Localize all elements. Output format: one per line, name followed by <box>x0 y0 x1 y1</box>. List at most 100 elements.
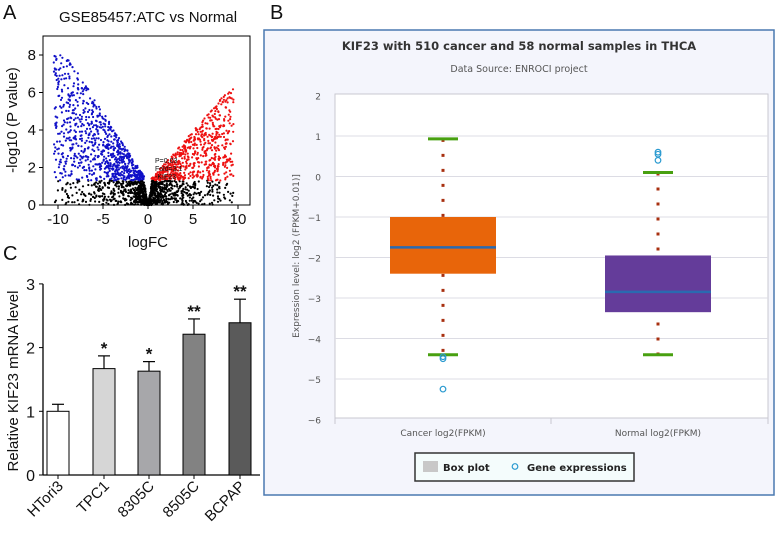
scatter-point <box>53 150 57 153</box>
scatter-point <box>196 146 199 150</box>
scatter-point <box>211 190 214 193</box>
scatter-point <box>62 65 65 69</box>
scatter-point <box>71 194 74 197</box>
scatter-point <box>181 152 184 155</box>
legend-swatch-box[interactable] <box>423 461 438 472</box>
scatter-point <box>221 132 224 136</box>
scatter-point <box>76 156 79 159</box>
scatter-point <box>76 166 79 169</box>
scatter-point <box>205 160 208 163</box>
scatter-point <box>210 201 214 204</box>
scatter-point <box>99 123 102 126</box>
scatter-point <box>98 114 101 117</box>
scatter-point <box>82 155 85 158</box>
scatter-point <box>158 194 161 197</box>
scatter-point <box>208 142 212 145</box>
scatter-point <box>75 178 78 181</box>
scatter-point <box>120 184 123 187</box>
scatter-point <box>113 158 117 161</box>
scatter-point <box>122 158 125 161</box>
scatter-point <box>182 187 185 190</box>
scatter-point <box>188 147 192 150</box>
scatter-point <box>97 137 100 140</box>
scatter-point <box>137 194 140 198</box>
scatter-point <box>138 188 141 191</box>
scatter-point <box>116 161 119 164</box>
scatter-point <box>104 125 107 128</box>
y-tick-label: 2 <box>28 160 36 177</box>
scatter-point <box>63 121 66 124</box>
scatter-point <box>98 108 101 111</box>
scatter-point <box>203 163 206 166</box>
scatter-point <box>53 152 56 155</box>
scatter-point <box>59 54 62 57</box>
scatter-point <box>112 142 115 145</box>
scatter-point <box>217 173 220 176</box>
scatter-point <box>172 176 175 179</box>
annotation-line: Fold=3.1 <box>155 166 183 173</box>
annotation-line: -KIF23 <box>155 174 176 181</box>
scatter-point <box>202 155 205 158</box>
scatter-point <box>150 192 153 195</box>
scatter-point <box>105 132 108 135</box>
scatter-point <box>101 115 104 118</box>
scatter-point <box>179 197 182 200</box>
scatter-point <box>137 190 141 193</box>
scatter-point <box>215 149 218 152</box>
bar-ylabel: Relative KIF23 mRNA level <box>5 291 22 472</box>
scatter-point <box>123 168 126 171</box>
scatter-point <box>227 119 230 122</box>
scatter-point <box>112 129 115 132</box>
scatter-point <box>69 63 72 66</box>
scatter-point <box>201 123 204 126</box>
scatter-point <box>105 157 108 160</box>
scatter-point <box>134 186 137 189</box>
scatter-point <box>76 199 79 202</box>
volcano-xlabel: logFC <box>128 234 168 251</box>
scatter-point <box>207 139 210 142</box>
scatter-point <box>164 167 167 170</box>
scatter-point <box>80 149 83 153</box>
scatter-point <box>98 126 101 129</box>
scatter-point <box>103 129 106 132</box>
scatter-point <box>170 183 173 186</box>
scatter-point <box>135 170 138 174</box>
scatter-point <box>130 182 133 185</box>
scatter-point <box>63 72 67 75</box>
scatter-point <box>94 141 97 144</box>
scatter-point <box>203 117 206 120</box>
scatter-point <box>112 179 115 182</box>
scatter-point <box>211 135 214 138</box>
scatter-point <box>206 175 209 178</box>
scatter-point <box>107 165 110 168</box>
scatter-point <box>156 202 159 205</box>
scatter-point <box>129 154 132 157</box>
scatter-point <box>132 167 135 170</box>
legend-label[interactable]: Gene expressions <box>527 463 627 474</box>
scatter-point <box>201 170 205 173</box>
scatter-point <box>184 199 187 203</box>
scatter-point <box>212 194 215 197</box>
legend-label[interactable]: Box plot <box>443 463 490 474</box>
significance-marker: ** <box>233 282 247 301</box>
scatter-point <box>199 154 202 157</box>
scatter-point <box>197 161 200 164</box>
scatter-point <box>69 183 72 186</box>
scatter-point <box>80 115 83 118</box>
x-tick-label: -5 <box>96 211 109 228</box>
scatter-point <box>201 136 204 139</box>
scatter-point <box>117 187 120 190</box>
scatter-point <box>124 162 127 166</box>
scatter-point <box>201 196 205 199</box>
x-tick-label: BCPAP <box>202 478 249 525</box>
annotation-line: P=0.03 <box>155 158 177 165</box>
scatter-point <box>163 186 167 189</box>
scatter-point <box>215 136 219 139</box>
scatter-point <box>171 170 174 173</box>
scatter-point <box>161 168 165 171</box>
scatter-point <box>85 127 89 130</box>
scatter-point <box>59 179 62 182</box>
scatter-point <box>230 173 233 176</box>
box-plot: 2 1 0 −1 −2 −3 −4 −5 −6 <box>308 93 769 427</box>
scatter-point <box>229 192 232 195</box>
